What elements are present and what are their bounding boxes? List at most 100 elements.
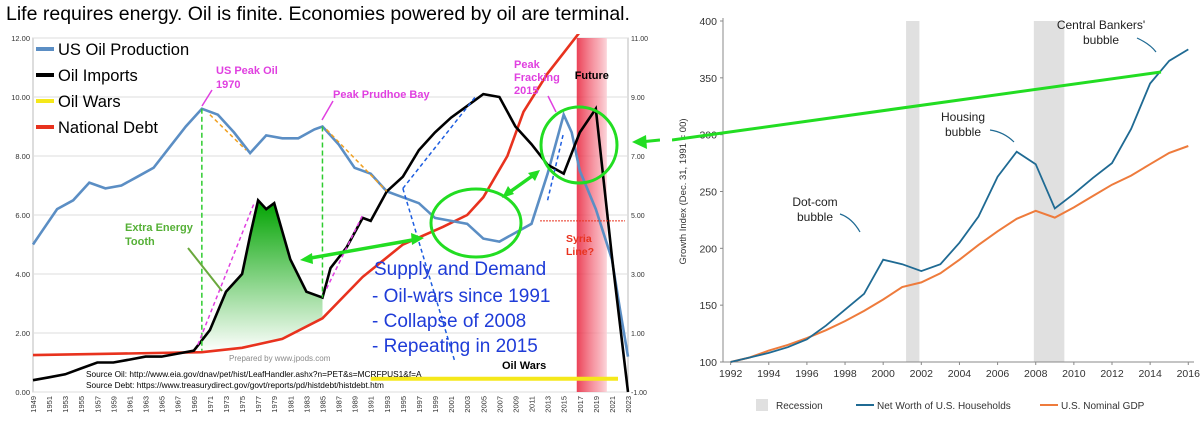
- y-left-tick-label: 0.00: [15, 388, 30, 397]
- x-tick-label: 1992: [719, 368, 743, 380]
- y-right-tick-label: 3.00: [631, 272, 645, 279]
- legend-national-debt-label: National Debt: [58, 119, 158, 137]
- x-tick-label: 2021: [608, 396, 617, 413]
- y-right-tick-label: -1.00: [631, 390, 647, 397]
- y-tick-label: 400: [699, 16, 717, 28]
- collapse-2008-circle: [429, 187, 523, 259]
- x-tick-label: 2006: [986, 368, 1010, 380]
- y-right-tick-label: 5.00: [631, 213, 645, 220]
- net-worth-line: [730, 48, 1189, 363]
- x-tick-label: 2015: [560, 396, 569, 413]
- central-bankers-pointer: [1136, 37, 1157, 53]
- y-right-tick-label: 9.00: [631, 95, 645, 102]
- y-right-tick-label: 11.00: [631, 36, 648, 43]
- y-tick-label: 200: [699, 243, 717, 255]
- fracking-rise-arrow: [546, 132, 565, 201]
- x-tick-label: 1963: [142, 396, 151, 413]
- dotcom-label: bubble: [797, 210, 833, 224]
- x-tick-label: 1961: [125, 396, 134, 413]
- y-left-tick-label: 8.00: [15, 152, 30, 161]
- x-tick-label: 1953: [61, 396, 70, 413]
- x-tick-label: 1957: [93, 396, 102, 413]
- oil-economy-chart: 0.00 2.00 4.00 6.00 8.00 10.00 12.00 -1.00 1.00 3…: [11, 34, 660, 413]
- x-tick-label: 1969: [190, 396, 199, 413]
- oil-wars-label: Oil Wars: [502, 360, 546, 372]
- source-oil: Source Oil: http://www.eia.gov/dnav/pet/…: [86, 369, 422, 379]
- x-tick-label: 1955: [77, 396, 86, 413]
- arrowhead: [300, 253, 313, 264]
- y-right-tick-label: 7.00: [631, 154, 645, 161]
- x-tick-label: 2017: [576, 396, 585, 413]
- arrowhead: [632, 135, 647, 149]
- x-tick-label: 2016: [1177, 368, 1200, 380]
- legend-oil-imports-label: Oil Imports: [58, 67, 138, 85]
- x-tick-label: 1987: [335, 396, 344, 413]
- syria-label: Syria: [566, 233, 592, 245]
- legend-networth-label: Net Worth of U.S. Households: [877, 401, 1011, 412]
- x-tick-label: 1993: [383, 396, 392, 413]
- decline-arrow-prudhoe: [325, 128, 388, 192]
- dotcom-pointer: [839, 213, 861, 233]
- x-tick-label: 1973: [222, 396, 231, 413]
- housing-pointer: [989, 129, 1015, 143]
- us-peak-oil-year: 1970: [216, 79, 240, 91]
- x-tick-label: 1995: [399, 396, 408, 413]
- peak-prudhoe-pointer: [321, 100, 334, 121]
- central-bankers-label: Central Bankers': [1057, 18, 1145, 32]
- extra-energy-label: Extra Energy: [125, 222, 194, 234]
- rise-arrow-1970s: [197, 202, 255, 346]
- supply-demand-item: - Repeating in 2015: [372, 336, 538, 357]
- x-tick-label: 1979: [270, 396, 279, 413]
- x-tick-label: 2008: [1024, 368, 1048, 380]
- link-arrow-1970s-2008: [304, 237, 419, 261]
- arrowhead: [502, 186, 514, 198]
- legend-recession-swatch: [756, 399, 768, 411]
- x-tick-label: 2013: [544, 396, 553, 413]
- y-left-tick-label: 4.00: [15, 270, 30, 279]
- peak-fracking-year: 2015: [514, 85, 538, 97]
- supply-demand-item: - Collapse of 2008: [372, 311, 526, 332]
- y-left-tick-label: 12.00: [11, 34, 30, 43]
- x-tick-label: 2011: [528, 396, 537, 412]
- x-tick-label: 2019: [592, 396, 601, 413]
- x-tick-label: 1977: [254, 396, 263, 413]
- x-tick-label: 1981: [286, 396, 295, 413]
- x-tick-label: 2007: [495, 396, 504, 413]
- source-debt: Source Debt: https://www.treasurydirect.…: [86, 380, 384, 390]
- y-left-tick-label: 6.00: [15, 211, 30, 220]
- y-tick-label: 150: [699, 300, 717, 312]
- x-tick-label: 1965: [158, 396, 167, 413]
- supply-demand-title: Supply and Demand: [374, 259, 546, 280]
- extra-energy-label: Tooth: [125, 236, 155, 248]
- arrowhead: [411, 233, 424, 245]
- legend-us-oil-production-label: US Oil Production: [58, 41, 189, 59]
- arrowhead: [528, 170, 540, 181]
- x-tick-label: 2010: [1062, 368, 1086, 380]
- peak-fracking-label: Peak: [514, 59, 541, 71]
- x-tick-label: 2001: [447, 396, 456, 413]
- us-peak-oil-label: US Peak Oil: [216, 65, 278, 77]
- central-bankers-label: bubble: [1083, 33, 1119, 47]
- x-tick-label: 1983: [302, 396, 311, 413]
- peak-fracking-label: Fracking: [514, 72, 560, 84]
- x-tick-label: 2005: [479, 396, 488, 413]
- legend-gdp-label: U.S. Nominal GDP: [1061, 401, 1145, 412]
- prepared-by: Prepared by www.jpods.com: [229, 354, 331, 363]
- x-tick-label: 1985: [318, 396, 327, 413]
- legend-oil-wars-label: Oil Wars: [58, 93, 121, 111]
- extra-energy-pointer: [187, 247, 223, 292]
- x-tick-label: 2002: [910, 368, 934, 380]
- fracking-2015-circle: [539, 105, 619, 185]
- y-right-tick-label: 1.00: [631, 331, 645, 338]
- us-peak-oil-pointer: [201, 89, 213, 107]
- future-band: [576, 38, 607, 392]
- x-tick-label: 1959: [109, 396, 118, 413]
- peak-prudhoe-label: Peak Prudhoe Bay: [333, 89, 430, 101]
- imports-rise-arrow: [402, 96, 476, 189]
- x-tick-label: 2023: [624, 396, 633, 413]
- national-debt-line: [32, 34, 580, 357]
- growth-index-chart: 1001502002503003504001992199419961998200…: [672, 16, 1200, 412]
- x-tick-label: 1971: [206, 396, 215, 413]
- collapse-arrow: [402, 188, 456, 363]
- x-tick-label: 2014: [1138, 368, 1162, 380]
